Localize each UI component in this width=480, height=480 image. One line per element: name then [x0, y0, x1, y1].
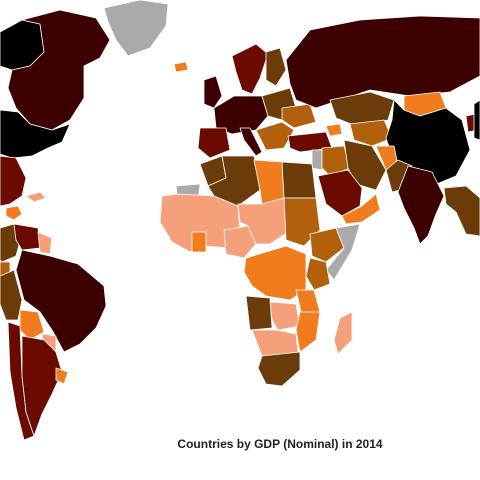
region-angola — [245, 295, 273, 331]
region-caribbean — [25, 191, 47, 203]
map-caption: Countries by GDP (Nominal) in 2014 — [177, 437, 383, 451]
region-somalia — [325, 223, 361, 281]
region-argentina — [21, 335, 63, 437]
region-madagascar — [333, 311, 353, 355]
region-uk-ireland — [203, 75, 223, 109]
region-caucasus — [325, 123, 343, 137]
region-levant — [311, 149, 323, 171]
region-iceland — [173, 61, 189, 73]
region-southeast-asia — [443, 185, 480, 237]
region-central-asia — [349, 119, 393, 147]
region-iberia — [197, 127, 231, 159]
region-kenya — [305, 257, 331, 291]
region-yemen-oman — [341, 193, 381, 225]
region-scandinavia — [231, 43, 269, 95]
region-kazakhstan — [329, 91, 395, 127]
region-iran — [343, 139, 387, 191]
region-greenland — [103, 0, 169, 57]
region-italy — [239, 127, 263, 157]
region-mexico — [0, 155, 27, 207]
region-brazil — [15, 249, 107, 353]
region-finland — [265, 47, 287, 87]
region-ukraine — [281, 103, 317, 129]
region-japan — [473, 99, 480, 141]
region-india — [397, 165, 445, 245]
region-south-africa — [257, 351, 301, 387]
region-ethiopia — [309, 227, 345, 263]
region-peru — [0, 269, 23, 321]
region-mozambique — [295, 311, 321, 353]
region-congo-basin — [243, 245, 307, 301]
region-egypt — [281, 161, 317, 199]
region-uruguay — [55, 367, 69, 385]
region-saudi-arabia — [317, 169, 363, 217]
region-central-america — [5, 205, 23, 221]
region-guyanas — [37, 231, 53, 255]
region-chad-niger — [237, 197, 289, 245]
region-nigeria — [223, 225, 257, 259]
region-venezuela — [13, 223, 41, 251]
region-ghana — [191, 231, 207, 253]
region-zambia — [269, 301, 301, 331]
